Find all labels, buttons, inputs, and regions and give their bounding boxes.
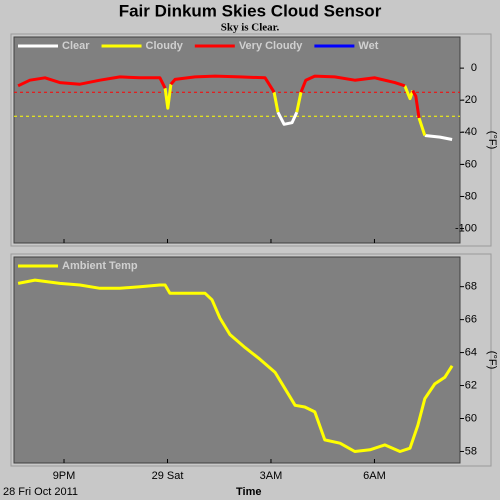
y-tick-label: 58 (465, 445, 477, 457)
y-tick-label: -40 (461, 126, 477, 138)
plot-area (13, 36, 461, 244)
series-line (17, 74, 421, 119)
y-tick-label: 0 (471, 62, 477, 74)
series-line (163, 84, 427, 136)
legend-label: Clear (62, 40, 90, 52)
series-line (276, 111, 453, 141)
y-tick-label: -100 (455, 222, 477, 234)
panel-frame (10, 33, 492, 247)
y-tick-label: 62 (465, 379, 477, 391)
plot-area (13, 256, 461, 464)
legend-label: Very Cloudy (239, 40, 303, 52)
x-tick-label: 29 Sat (152, 470, 184, 482)
x-axis-label: Time (236, 486, 261, 498)
y-tick-label: 64 (465, 346, 477, 358)
y-tick-label: 60 (465, 412, 477, 424)
x-tick-label: 6AM (363, 470, 386, 482)
chart-subtitle: Sky is Clear. (221, 22, 280, 34)
y-tick-label: -80 (461, 190, 477, 202)
y-axis-label: (°F) (486, 351, 498, 369)
legend-label: Ambient Temp (62, 260, 138, 272)
y-tick-label: 68 (465, 281, 477, 293)
y-tick-label: -20 (461, 94, 477, 106)
date-label: 28 Fri Oct 2011 (3, 486, 78, 498)
y-axis-label: (°F) (486, 131, 498, 149)
chart-title: Fair Dinkum Skies Cloud Sensor (119, 1, 382, 20)
y-tick-label: 66 (465, 314, 477, 326)
x-tick-label: 3AM (260, 470, 283, 482)
legend-label: Wet (358, 40, 378, 52)
x-tick-label: 9PM (53, 470, 76, 482)
legend-label: Cloudy (146, 40, 184, 52)
y-tick-label: -60 (461, 158, 477, 170)
panel-frame (10, 253, 492, 467)
series-line (17, 278, 454, 453)
